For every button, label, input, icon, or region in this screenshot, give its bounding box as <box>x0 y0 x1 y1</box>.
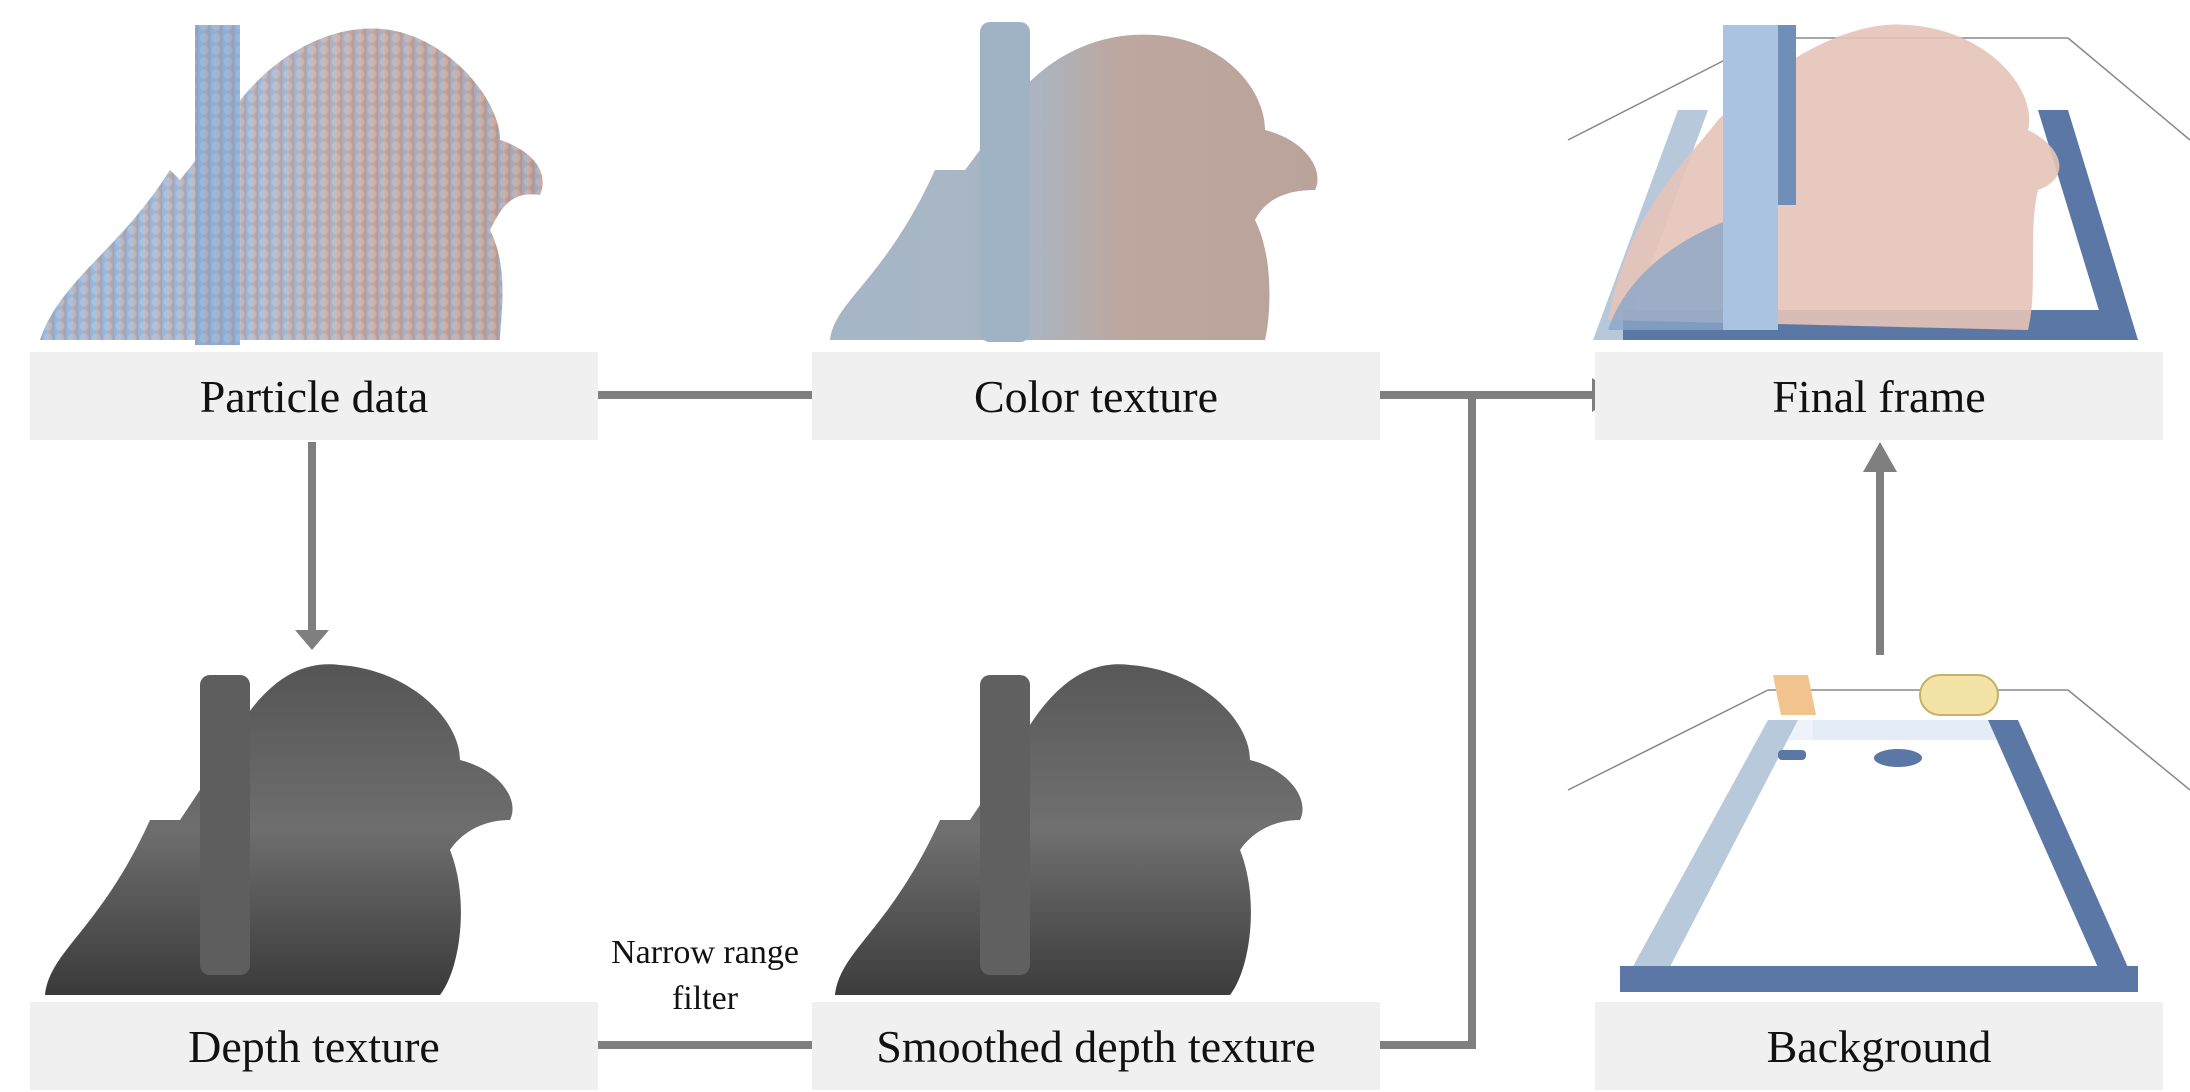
arrow-smoothed-vertical <box>1468 391 1476 1049</box>
node-color-texture-label: Color texture <box>974 370 1218 422</box>
smoothed-depth-texture-image <box>835 664 1303 995</box>
final-frame-image <box>1567 24 2190 340</box>
node-depth-texture: Depth texture <box>30 1002 598 1090</box>
edge-label-narrow-range-filter: Narrow range filter <box>585 930 825 1022</box>
node-background: Background <box>1595 1002 2163 1090</box>
node-final-frame: Final frame <box>1595 352 2163 440</box>
arrow-particle-to-color <box>593 391 813 399</box>
edge-label-line2: filter <box>671 980 739 1017</box>
depth-texture-image <box>45 664 513 995</box>
background-image <box>1567 674 2190 992</box>
node-background-label: Background <box>1766 1020 1992 1072</box>
node-final-frame-label: Final frame <box>1772 370 1986 422</box>
color-texture-image <box>830 22 1318 342</box>
arrow-depth-to-smoothed <box>597 1041 813 1049</box>
node-depth-texture-label: Depth texture <box>188 1020 440 1072</box>
node-particle-data-label: Particle data <box>199 370 429 422</box>
arrow-smoothed-horizontal <box>1380 1041 1476 1049</box>
node-particle-data: Particle data <box>30 352 598 440</box>
edge-label-line1: Narrow range <box>611 934 799 971</box>
particle-data-image <box>40 25 543 345</box>
arrowhead-background-to-final <box>1863 442 1897 472</box>
node-smoothed-depth-texture-label: Smoothed depth texture <box>876 1020 1316 1072</box>
node-color-texture: Color texture <box>812 352 1380 440</box>
arrow-background-to-final <box>1876 470 1884 655</box>
arrow-color-to-final <box>1380 391 1593 399</box>
arrow-particle-to-depth <box>308 442 316 632</box>
arrowhead-particle-to-depth <box>295 630 329 650</box>
node-smoothed-depth-texture: Smoothed depth texture <box>812 1002 1380 1090</box>
